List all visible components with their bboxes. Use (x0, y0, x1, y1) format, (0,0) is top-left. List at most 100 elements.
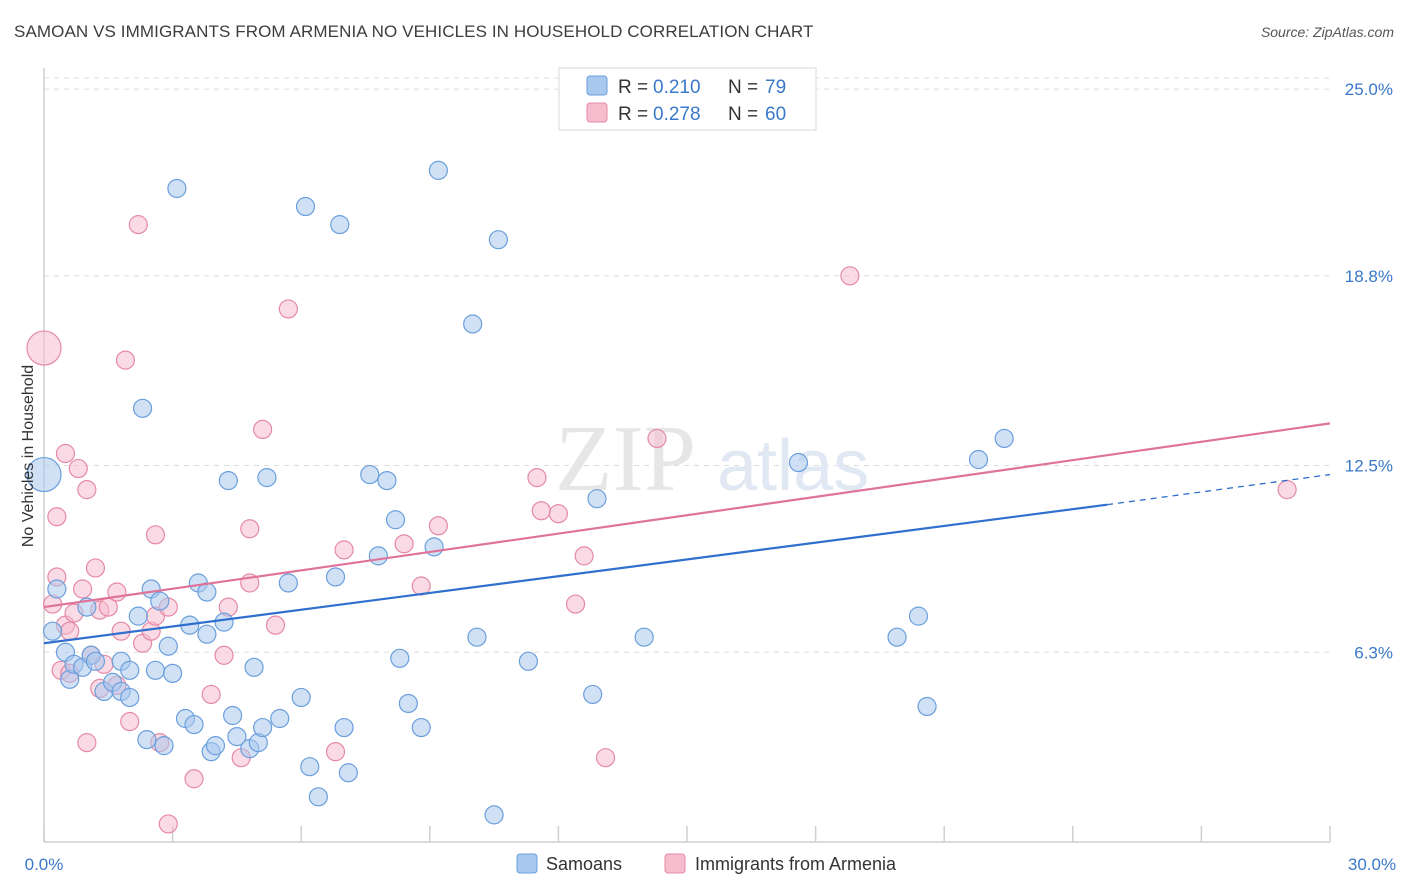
armenia-point (240, 519, 260, 539)
samoans-point (253, 717, 273, 738)
y-tick-label: 12.5% (1345, 457, 1393, 476)
samoans-point (583, 684, 603, 705)
armenia-point (68, 458, 88, 479)
armenia-point (428, 516, 448, 536)
samoans-point (154, 736, 174, 756)
samoans-point (120, 687, 140, 708)
armenia-point (531, 501, 551, 521)
bottom-legend: Samoans Immigrants from Armenia (516, 853, 897, 874)
legend-samoans-n-value: 79 (765, 77, 786, 98)
bottom-legend-swatch-samoans (516, 853, 538, 874)
samoans-point (788, 452, 809, 473)
samoans-point (132, 398, 153, 418)
armenia-point (253, 419, 273, 440)
armenia-point (145, 525, 166, 545)
watermark-zip: ZIP (555, 407, 696, 511)
samoans-point (390, 648, 410, 668)
legend-samoans-n-label: N = (728, 77, 758, 98)
samoans-point (634, 627, 654, 647)
samoans-point (428, 160, 448, 180)
samoans-point (163, 663, 183, 683)
samoans-point (377, 470, 397, 491)
samoans-point (917, 696, 937, 717)
legend-samoans-r-label: R = (618, 77, 648, 98)
armenia-point (158, 814, 178, 834)
samoans-point (145, 660, 166, 680)
samoans-point (270, 708, 290, 729)
samoans-point (158, 636, 178, 656)
armenia-point (55, 443, 76, 464)
legend-swatch-armenia (586, 102, 608, 123)
armenia-point (60, 621, 80, 641)
samoans-point (47, 579, 67, 599)
y-tick-label: 6.3% (1354, 643, 1393, 662)
armenia-point (565, 594, 586, 614)
armenia-point (77, 480, 97, 500)
samoans-point (150, 591, 170, 611)
samoans-point (467, 627, 487, 647)
y-axis-label: No Vehicles in Household (20, 365, 37, 547)
samoans-point (587, 489, 607, 509)
samoans-point (244, 657, 264, 677)
armenia-point (214, 645, 234, 665)
bottom-legend-armenia: Immigrants from Armenia (695, 854, 897, 874)
samoans-point (994, 428, 1014, 449)
samoans-point (214, 612, 234, 632)
armenia-point (47, 507, 67, 527)
armenia-point (128, 215, 148, 235)
armenia-point (647, 428, 667, 449)
armenia-point (85, 558, 106, 578)
samoans-point (223, 705, 243, 726)
samoans-point (205, 736, 226, 756)
bottom-legend-swatch-armenia (664, 853, 686, 874)
samoans-points (26, 160, 1014, 825)
samoans-point (184, 714, 204, 735)
legend-armenia-r-value: 0.278 (653, 104, 701, 125)
armenia-point (115, 350, 136, 370)
samoans-point (385, 510, 406, 530)
armenia-point (527, 467, 547, 488)
samoans-point (197, 624, 217, 644)
samoans-point (137, 730, 157, 750)
samoans-point (218, 470, 238, 491)
armenia-point (77, 733, 97, 753)
armenia-trend-line (43, 422, 1331, 609)
armenia-point (278, 299, 298, 319)
armenia-point (325, 742, 346, 762)
armenia-point (265, 615, 286, 635)
samoans-trend-line (43, 503, 1108, 645)
armenia-point (72, 579, 93, 599)
legend-box: R = 0.210 N = 79 R = 0.278 N = 60 (558, 67, 817, 131)
legend-armenia-n-label: N = (728, 104, 758, 125)
y-tick-label: 18.8% (1345, 267, 1393, 286)
samoans-point (908, 606, 929, 626)
armenia-point (334, 540, 354, 560)
armenia-point (111, 621, 131, 641)
samoans-point (278, 573, 298, 593)
x-tick-label-max: 30.0% (1348, 855, 1396, 874)
samoans-point (128, 606, 148, 626)
bottom-legend-samoans: Samoans (546, 854, 622, 874)
x-tick-label-min: 0.0% (25, 855, 64, 874)
samoans-point (411, 717, 431, 738)
samoans-point (330, 215, 350, 235)
samoans-point (334, 717, 354, 738)
samoans-point (368, 546, 388, 566)
armenia-point (184, 769, 204, 789)
samoans-point (167, 178, 187, 199)
trend-lines (43, 422, 1331, 645)
armenia-point (26, 330, 62, 366)
armenia-point (394, 534, 414, 554)
samoans-point (85, 651, 106, 671)
legend-armenia-n-value: 60 (765, 104, 786, 125)
grid-lines (44, 77, 1330, 653)
samoans-point (968, 449, 989, 470)
samoans-point (488, 230, 508, 250)
samoans-point (338, 763, 358, 783)
samoans-point (42, 621, 63, 641)
samoans-point (26, 456, 62, 493)
samoans-point (227, 726, 247, 747)
samoans-trend-extension (1107, 473, 1331, 506)
source-label: Source: ZipAtlas.com (1260, 24, 1394, 40)
